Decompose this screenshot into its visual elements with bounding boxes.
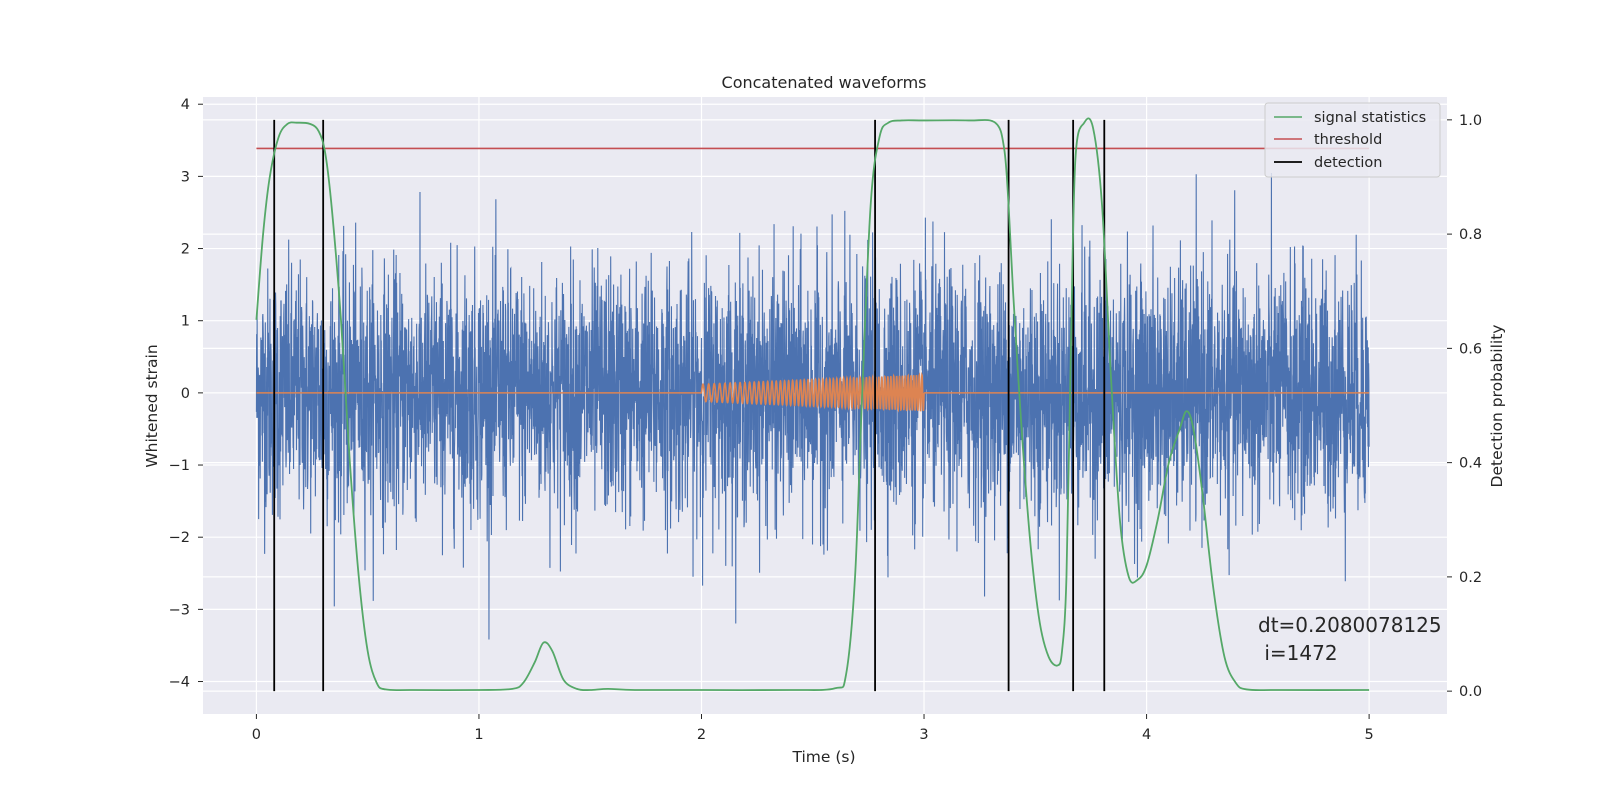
x-tick-label: 3 bbox=[919, 727, 928, 743]
y-tick-label: −4 bbox=[169, 675, 190, 691]
y-right-tick-label: 0.8 bbox=[1459, 227, 1482, 243]
y-tick-label: 0 bbox=[181, 386, 190, 402]
y-right-tick-label: 0.6 bbox=[1459, 341, 1482, 357]
grid bbox=[203, 97, 1447, 714]
y-tick-label: 4 bbox=[181, 97, 190, 113]
annotation-dt: dt=0.2080078125 bbox=[1258, 613, 1442, 637]
y-tick-label: 1 bbox=[181, 314, 190, 330]
ticks: 0 1 2 3 4 5 −4 −3 −2 −1 0 1 2 3 4 0.0 0.2 0.4 0.6 0.8 1.0 bbox=[169, 97, 1482, 743]
y-axis-label: Whitened strain bbox=[143, 344, 161, 467]
y-right-tick-label: 0.4 bbox=[1459, 456, 1482, 472]
x-tick-label: 0 bbox=[252, 727, 261, 743]
y-axis-right-label: Detection probability bbox=[1488, 325, 1506, 488]
legend-label-signal-statistics: signal statistics bbox=[1314, 110, 1426, 126]
y-tick-label: 3 bbox=[181, 169, 190, 185]
y-right-tick-label: 1.0 bbox=[1459, 113, 1482, 129]
y-right-tick-label: 0.2 bbox=[1459, 570, 1482, 586]
x-tick-label: 4 bbox=[1142, 727, 1151, 743]
legend-label-detection: detection bbox=[1314, 155, 1382, 171]
y-right-tick-label: 0.0 bbox=[1459, 684, 1482, 700]
legend: signal statistics threshold detection bbox=[1264, 102, 1441, 178]
x-tick-label: 5 bbox=[1364, 727, 1373, 743]
y-tick-label: −1 bbox=[169, 458, 190, 474]
legend-label-threshold: threshold bbox=[1314, 132, 1382, 148]
x-axis-label: Time (s) bbox=[791, 748, 855, 766]
data-layer bbox=[255, 117, 1370, 692]
chart-title: Concatenated waveforms bbox=[722, 73, 927, 92]
y-tick-label: 2 bbox=[181, 242, 190, 258]
signal-statistics-series bbox=[255, 117, 1370, 692]
legend-box bbox=[1264, 102, 1441, 178]
annotation-index: i=1472 bbox=[1258, 641, 1338, 665]
x-tick-label: 2 bbox=[697, 727, 706, 743]
template-series bbox=[256, 371, 1370, 413]
y-tick-label: −2 bbox=[169, 530, 190, 546]
y-tick-label: −3 bbox=[169, 602, 190, 618]
x-tick-label: 1 bbox=[474, 727, 483, 743]
